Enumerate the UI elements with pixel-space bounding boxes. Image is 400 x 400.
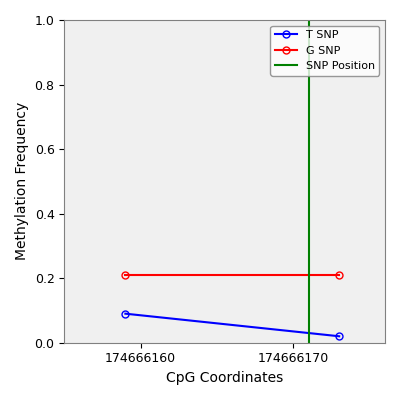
Line: G SNP: G SNP [122,272,343,278]
Line: T SNP: T SNP [122,310,343,340]
G SNP [337,272,342,277]
X-axis label: CpG Coordinates: CpG Coordinates [166,371,283,385]
T SNP [123,311,128,316]
Y-axis label: Methylation Frequency: Methylation Frequency [15,102,29,260]
T SNP [337,334,342,339]
G SNP [123,272,128,277]
Legend: T SNP, G SNP, SNP Position: T SNP, G SNP, SNP Position [270,26,380,76]
